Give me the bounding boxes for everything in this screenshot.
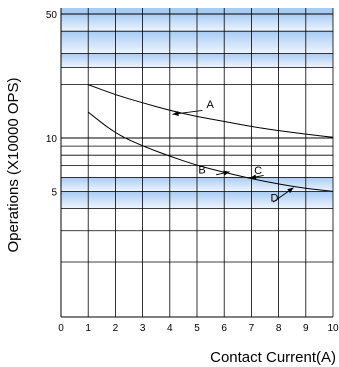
annotation-C: C bbox=[254, 165, 262, 177]
x-tick-label-8: 8 bbox=[276, 323, 282, 334]
series-lines bbox=[87, 84, 334, 192]
annotations: A B C D bbox=[172, 99, 294, 204]
annotation-A: A bbox=[207, 99, 215, 111]
leader-B-arrowhead bbox=[223, 170, 230, 176]
x-tick-label-5: 5 bbox=[194, 323, 200, 334]
leader-A-arrowhead bbox=[172, 111, 179, 117]
y-tick-label-10: 10 bbox=[46, 134, 58, 145]
y-tick-label-5: 5 bbox=[51, 187, 57, 198]
x-tick-label-7: 7 bbox=[249, 323, 255, 334]
x-tick-label-3: 3 bbox=[140, 323, 146, 334]
tick-labels: 0 1 2 3 4 5 6 7 8 9 10 50 10 5 bbox=[46, 10, 339, 334]
x-tick-label-4: 4 bbox=[167, 323, 173, 334]
x-axis-title: Contact Current(A) bbox=[210, 349, 336, 366]
series-line-A bbox=[88, 84, 334, 138]
x-tick-label-2: 2 bbox=[113, 323, 119, 334]
x-tick-label-0: 0 bbox=[58, 323, 64, 334]
leader-D-arrowhead bbox=[287, 187, 294, 194]
annotation-D: D bbox=[270, 192, 278, 204]
x-tick-label-1: 1 bbox=[85, 323, 91, 334]
annotation-B: B bbox=[198, 165, 205, 177]
x-tick-label-10: 10 bbox=[327, 323, 339, 334]
x-tick-label-6: 6 bbox=[221, 323, 227, 334]
y-tick-label-50: 50 bbox=[46, 10, 58, 21]
leader-C-arrowhead bbox=[250, 174, 257, 180]
series-line-B bbox=[87, 111, 334, 192]
y-axis-title: Operations (X10000 OPS) bbox=[5, 77, 22, 252]
x-tick-label-9: 9 bbox=[303, 323, 309, 334]
